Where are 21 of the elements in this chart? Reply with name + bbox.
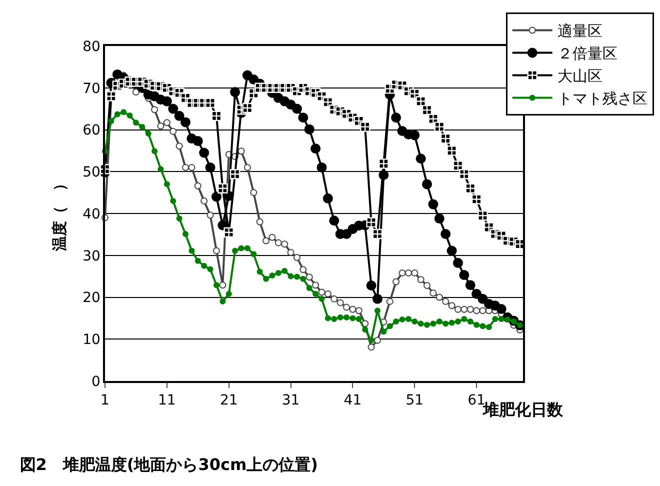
- y-tick-label: 30: [82, 248, 100, 264]
- x-tick-label: 31: [282, 392, 300, 409]
- y-tick-label: 70: [82, 80, 100, 97]
- x-tick-label: 1: [100, 392, 110, 409]
- y-tick-label: 50: [82, 164, 100, 181]
- legend-label: 大山区: [557, 67, 602, 86]
- legend-label: ２倍量区: [557, 44, 618, 63]
- text: 図2 堆肥温度(地面から30cm上の位置): [20, 455, 318, 474]
- x-tick-label: 51: [406, 392, 424, 409]
- legend-label: トマト残さ区: [557, 90, 648, 108]
- y-tick-label: 60: [82, 122, 100, 139]
- x-tick-label: 41: [344, 392, 362, 409]
- x-tick-label: 21: [220, 392, 238, 409]
- y-tick-label: 80: [82, 38, 100, 55]
- x-tick-label: 11: [158, 392, 176, 409]
- y-tick-label: 10: [82, 332, 100, 348]
- y-tick-label: 20: [82, 290, 100, 306]
- y-tick-label: 0: [92, 374, 100, 390]
- y-tick-label: 40: [82, 206, 100, 222]
- legend-label: 適量区: [557, 22, 602, 40]
- y-axis-title: 温度（ ）: [50, 176, 68, 252]
